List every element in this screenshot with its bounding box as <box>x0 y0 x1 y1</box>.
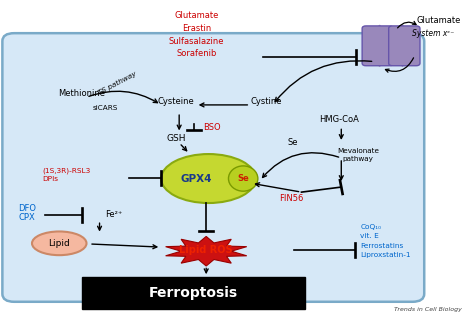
Text: Se: Se <box>288 138 298 147</box>
Text: Ferrostatins: Ferrostatins <box>360 243 403 249</box>
Text: Glutamate: Glutamate <box>416 16 461 25</box>
Text: CPX: CPX <box>18 213 35 222</box>
Text: siCARS: siCARS <box>92 105 118 111</box>
FancyBboxPatch shape <box>389 26 420 66</box>
Text: DPIs: DPIs <box>43 177 59 182</box>
FancyBboxPatch shape <box>362 26 393 66</box>
Text: CoQ₁₀: CoQ₁₀ <box>360 224 381 230</box>
Text: Sulfasalazine: Sulfasalazine <box>169 37 225 46</box>
Text: DFO: DFO <box>18 204 36 213</box>
Text: Sorafenib: Sorafenib <box>176 49 217 58</box>
Text: TS pathway: TS pathway <box>97 71 138 96</box>
Ellipse shape <box>32 231 86 255</box>
Text: (1S,3R)-RSL3: (1S,3R)-RSL3 <box>43 167 91 174</box>
Text: HMG-CoA: HMG-CoA <box>319 115 359 124</box>
FancyBboxPatch shape <box>82 277 305 309</box>
Text: Mevalonate
pathway: Mevalonate pathway <box>337 148 379 161</box>
Text: Cysteine: Cysteine <box>158 97 195 106</box>
Text: Cystine: Cystine <box>251 97 282 106</box>
Text: BSO: BSO <box>203 123 220 131</box>
Text: GSH: GSH <box>166 134 186 143</box>
Ellipse shape <box>161 154 256 203</box>
Text: Methionine: Methionine <box>58 89 105 98</box>
Text: GPX4: GPX4 <box>181 173 212 184</box>
Polygon shape <box>165 236 247 266</box>
Ellipse shape <box>228 166 258 191</box>
Text: Fe²⁺: Fe²⁺ <box>105 210 123 219</box>
Text: Trends in Cell Biology: Trends in Cell Biology <box>394 307 462 312</box>
Text: Lipid ROS: Lipid ROS <box>179 245 233 255</box>
FancyBboxPatch shape <box>2 33 424 302</box>
Text: System xᶜ⁻: System xᶜ⁻ <box>412 29 455 38</box>
Text: Erastin: Erastin <box>182 24 211 33</box>
Text: Glutamate: Glutamate <box>174 11 219 20</box>
Text: Se: Se <box>237 174 249 183</box>
Text: Liproxstatin-1: Liproxstatin-1 <box>360 252 411 258</box>
Text: vit. E: vit. E <box>360 234 379 239</box>
Text: Lipid: Lipid <box>48 239 70 248</box>
Text: FIN56: FIN56 <box>279 194 303 203</box>
Text: Ferroptosis: Ferroptosis <box>149 286 238 300</box>
